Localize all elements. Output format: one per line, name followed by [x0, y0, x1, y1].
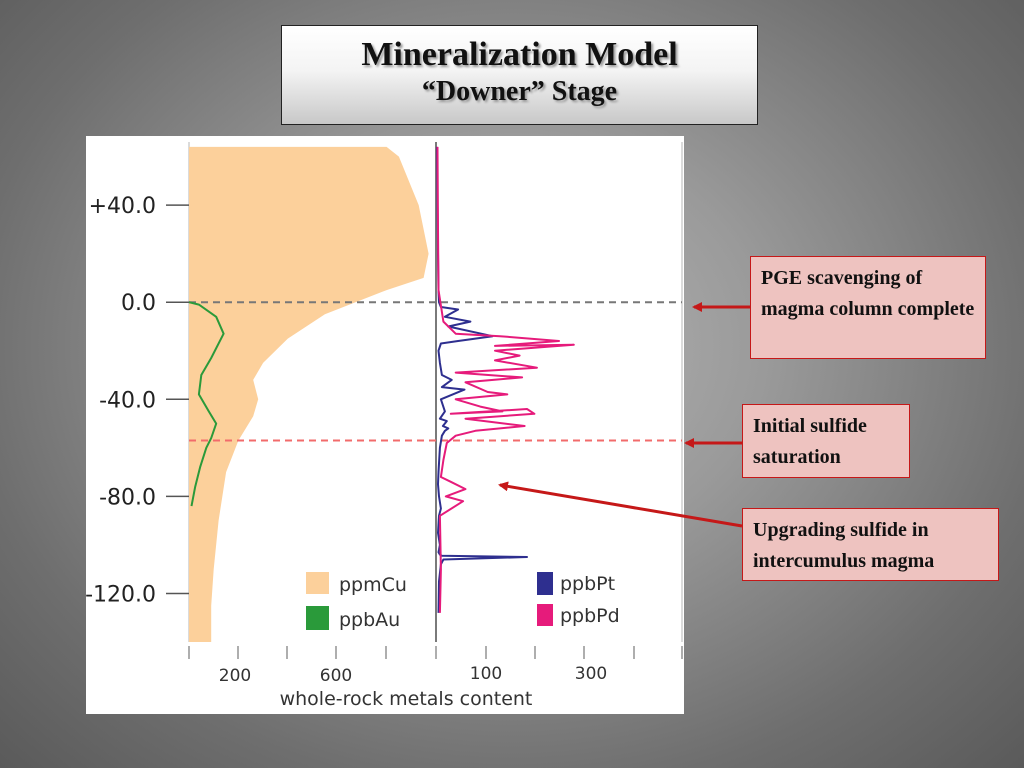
slide-subtitle: “Downer” Stage — [421, 76, 618, 107]
cu-area-layer — [189, 146, 429, 642]
series-lines-layer — [188, 146, 575, 613]
y-tick-label: +40.0 — [89, 194, 156, 219]
chart-panel: +40.0 0.0 -40.0 -80.0 -120.0 200 600 100 300 pp… — [86, 136, 684, 714]
legend-label-ppmcu: ppmCu — [339, 574, 407, 596]
callout-initial-sulfide-saturation: Initial sulfide saturation — [742, 404, 910, 478]
series-ppbau — [188, 301, 225, 507]
legend-swatch-ppmcu — [306, 572, 329, 594]
x-tick-label: 600 — [320, 666, 352, 686]
slide-title: Mineralization Model — [361, 36, 678, 73]
x-tick-label: 100 — [470, 664, 502, 684]
series-ppbpd — [436, 146, 575, 613]
y-tick-label: -40.0 — [99, 388, 156, 413]
series-ppbpt — [436, 146, 528, 613]
legend-label-ppbpd: ppbPd — [560, 605, 620, 627]
legend-label-ppbau: ppbAu — [339, 609, 400, 631]
y-axis: +40.0 0.0 -40.0 -80.0 -120.0 — [86, 194, 189, 607]
callout-pge-scavenging: PGE scavenging of magma column complete — [750, 256, 986, 359]
series-ppmcu — [189, 146, 429, 642]
legend-swatch-ppbpd — [537, 604, 553, 626]
x-axis: 200 600 100 300 — [188, 646, 683, 686]
y-tick-label: 0.0 — [121, 291, 156, 316]
depth-profile-chart: +40.0 0.0 -40.0 -80.0 -120.0 200 600 100 300 pp… — [86, 142, 683, 710]
x-tick-label: 300 — [575, 664, 607, 684]
legend-swatch-ppbpt — [537, 572, 553, 595]
arrow-upgrading — [498, 481, 743, 528]
x-axis-title: whole-rock metals content — [280, 688, 533, 710]
reference-lines-layer — [189, 301, 682, 442]
callout-upgrading-sulfide: Upgrading sulfide in intercumulus magma — [742, 508, 999, 581]
y-tick-label: -80.0 — [99, 485, 156, 510]
legend-swatch-ppbau — [306, 606, 329, 630]
y-tick-label: -120.0 — [86, 582, 156, 607]
legend-label-ppbpt: ppbPt — [560, 573, 615, 595]
title-box: Mineralization Model “Downer” Stage — [281, 25, 758, 125]
x-tick-label: 200 — [219, 666, 251, 686]
